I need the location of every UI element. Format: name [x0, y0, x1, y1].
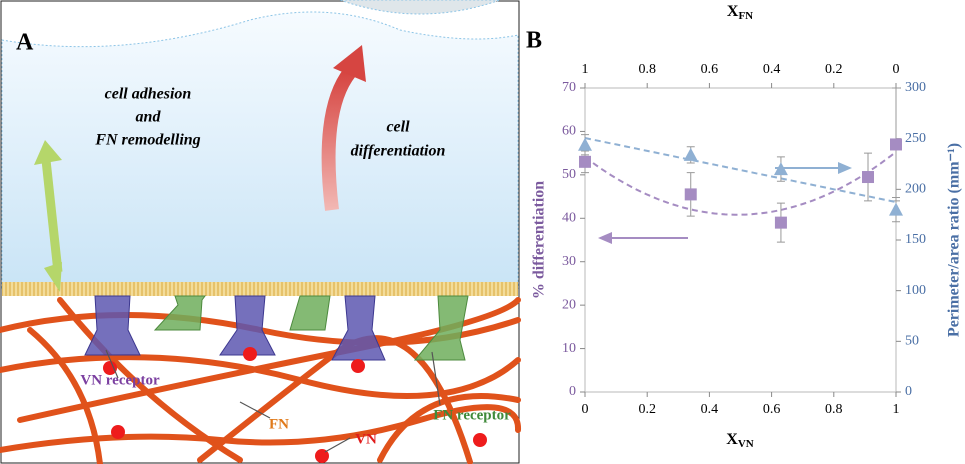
x2-label: X [727, 3, 739, 20]
panel-label: A [16, 30, 34, 56]
x2-tick-label: 0.4 [763, 62, 781, 77]
x2-tick-label: 0.2 [825, 62, 843, 77]
annotation: FN remodelling [94, 132, 200, 149]
y2-tick-label: 100 [905, 283, 926, 298]
annotation: FN [269, 416, 289, 432]
figure: A cell adhesion and FN remodelling cell … [0, 0, 965, 464]
data-point [862, 171, 874, 183]
membrane [2, 282, 518, 296]
y-tick-label: 70 [562, 80, 576, 95]
x-tick-label: 0.6 [763, 402, 781, 417]
x-tick-label: 0.8 [825, 402, 843, 417]
x2-tick-label: 1 [582, 62, 589, 77]
y2-tick-label: 250 [905, 131, 926, 146]
y-tick-label: 10 [562, 341, 576, 356]
y-tick-label: 40 [562, 211, 576, 226]
annotation: cell adhesion [105, 86, 192, 103]
panel-b: B XFN XVN % differentiation Perimeter/ar… [526, 3, 963, 450]
x-tick-label: 1 [893, 402, 900, 417]
x-label: X [726, 431, 738, 448]
y-tick-label: 20 [562, 297, 576, 312]
annotation: and [136, 109, 162, 126]
x2-axis-title: XFN [727, 3, 753, 22]
x-label-sub: VN [738, 438, 754, 450]
annotation: cell [386, 119, 410, 136]
y2-tick-label: 0 [905, 384, 912, 399]
trend-line [585, 138, 896, 202]
y-tick-label: 60 [562, 124, 576, 139]
annotation: FN receptor [433, 407, 511, 423]
annotation: VN receptor [80, 372, 160, 388]
guide-arrows [598, 162, 852, 244]
y-tick-label: 50 [562, 167, 576, 182]
trend-line [585, 152, 896, 215]
data-point [685, 188, 697, 200]
annotation: differentiation [351, 143, 446, 160]
y2-tick-label: 50 [905, 334, 919, 349]
y2-tick-label: 200 [905, 182, 926, 197]
annotation: VN [355, 431, 377, 447]
y-axis-title: % differentiation [531, 181, 548, 299]
panel-a: A cell adhesion and FN remodelling cell … [0, 0, 519, 464]
x-tick-label: 0 [582, 402, 589, 417]
x2-tick-label: 0.6 [701, 62, 719, 77]
x2-label-sub: FN [738, 10, 753, 22]
data-point [579, 156, 591, 168]
plot-frame [585, 88, 896, 392]
y2-tick-label: 150 [905, 232, 926, 247]
x-tick-label: 0.4 [701, 402, 719, 417]
x-tick-label: 0.2 [638, 402, 656, 417]
x2-tick-label: 0 [893, 62, 900, 77]
data-point [890, 138, 902, 150]
y-tick-label: 30 [562, 254, 576, 269]
y-tick-label: 0 [569, 384, 576, 399]
panel-label: B [526, 28, 542, 54]
data-point [889, 203, 903, 216]
data-point [775, 217, 787, 229]
data-point [684, 148, 698, 161]
x-axis-title: XVN [726, 431, 754, 450]
y2-tick-label: 300 [905, 80, 926, 95]
y2-axis-title: Perimeter/area ratio (mm⁻¹) [946, 143, 963, 337]
x2-tick-label: 0.8 [638, 62, 656, 77]
